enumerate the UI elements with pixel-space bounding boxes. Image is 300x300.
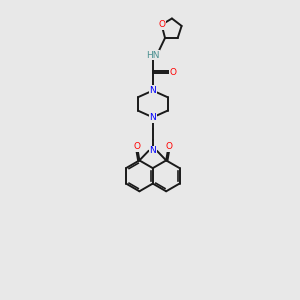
Text: HN: HN xyxy=(146,51,160,60)
Text: N: N xyxy=(149,86,156,95)
Text: N: N xyxy=(149,146,156,155)
Text: O: O xyxy=(133,142,140,151)
Text: N: N xyxy=(149,113,156,122)
Text: O: O xyxy=(158,20,165,29)
Text: O: O xyxy=(165,142,172,151)
Text: O: O xyxy=(169,68,176,77)
